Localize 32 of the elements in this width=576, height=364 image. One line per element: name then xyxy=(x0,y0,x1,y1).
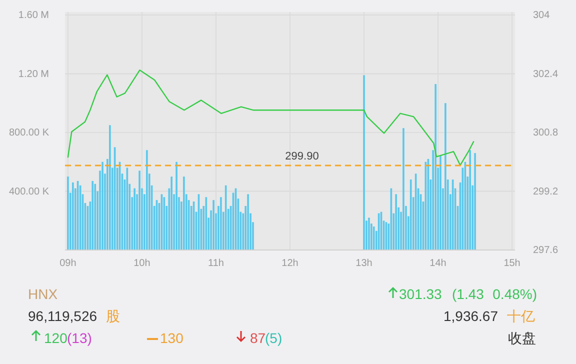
y2-tick-label: 297.6 xyxy=(533,245,558,256)
text: (1.43 xyxy=(452,286,484,302)
y2-tick-label: 302.4 xyxy=(533,68,558,80)
text: HNX xyxy=(28,286,58,302)
x-tick-label: 14h xyxy=(430,258,446,269)
y2-tick-label: 299.2 xyxy=(533,186,558,198)
y2-tick-label: 304 xyxy=(533,10,550,21)
y-tick-label: 1.60 M xyxy=(18,10,49,21)
text: 0.48%) xyxy=(492,286,537,302)
x-tick-label: 13h xyxy=(356,258,372,269)
text: 十亿 xyxy=(507,308,535,324)
x-tick-label: 09h xyxy=(60,258,76,269)
y-tick-label: 400.00 K xyxy=(8,186,50,198)
x-tick-label: 11h xyxy=(208,258,224,269)
ref-line-label: 299.90 xyxy=(285,150,319,163)
y-tick-label: 1.20 M xyxy=(18,68,49,80)
y2-tick-label: 300.8 xyxy=(533,128,558,138)
line-series xyxy=(67,69,474,166)
x-tick-label: 12h xyxy=(282,258,298,269)
text: 120 xyxy=(44,330,68,346)
text: 股 xyxy=(106,308,120,324)
text: 1,936.67 xyxy=(444,308,498,324)
text: (13) xyxy=(67,330,92,346)
x-tick-label: 10h xyxy=(134,258,150,269)
text: 87 xyxy=(250,330,266,346)
y-tick-label: 800.00 K xyxy=(8,128,50,138)
text: 130 xyxy=(160,330,184,346)
text: 301.33 xyxy=(399,286,442,302)
text: 收盘 xyxy=(508,330,536,346)
text: 96,119,526 xyxy=(28,308,98,324)
x-tick-label: 15h xyxy=(504,258,520,269)
text: (5) xyxy=(265,330,282,346)
